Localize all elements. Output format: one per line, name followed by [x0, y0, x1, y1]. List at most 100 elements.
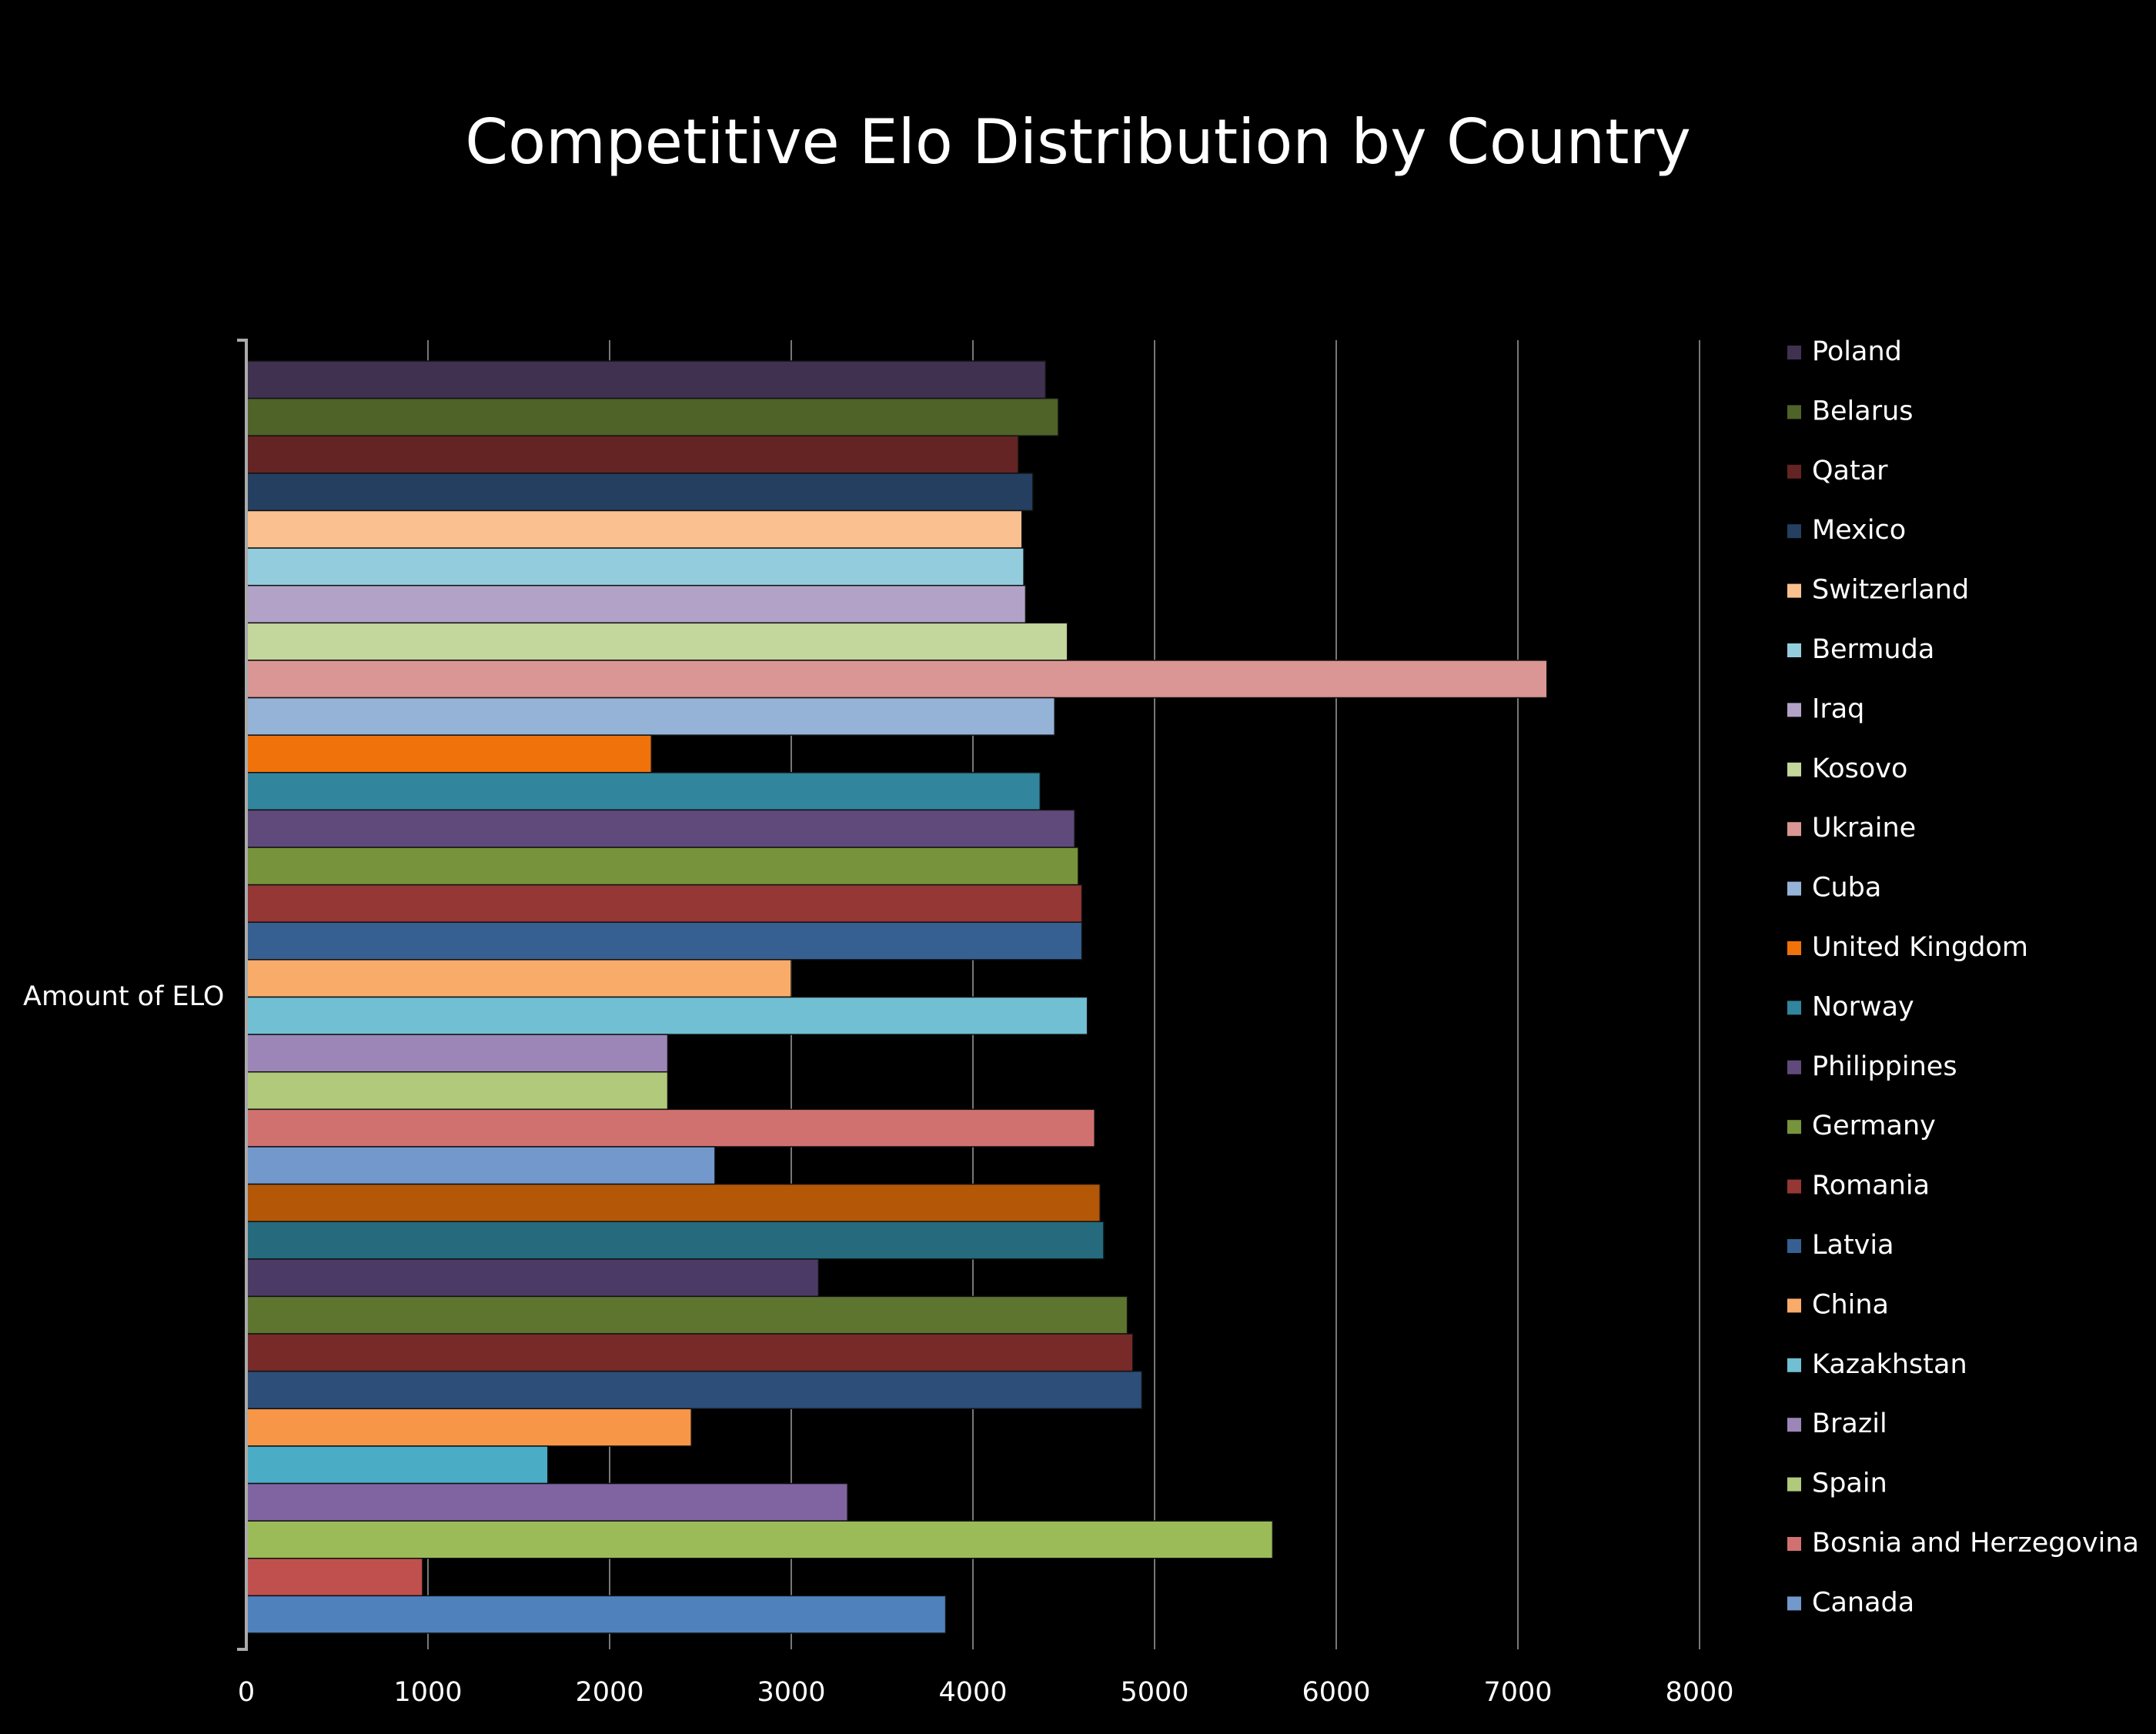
chart-title: Competitive Elo Distribution by Country — [465, 106, 1691, 178]
bar — [246, 697, 1055, 736]
bar — [246, 622, 1068, 661]
x-tick-label: 2000 — [575, 1677, 643, 1708]
legend-item: Brazil — [1787, 1408, 1887, 1439]
legend-swatch — [1787, 405, 1801, 419]
legend-item: Qatar — [1787, 456, 1888, 486]
bar — [246, 397, 1059, 436]
x-tick-label: 0 — [238, 1677, 255, 1708]
x-tick-label: 3000 — [757, 1677, 825, 1708]
legend-swatch — [1787, 346, 1801, 359]
bar — [246, 734, 653, 773]
legend-label: Norway — [1812, 991, 1914, 1022]
bar — [246, 1146, 716, 1185]
legend-swatch — [1787, 1120, 1801, 1134]
bar — [246, 921, 1083, 961]
bar — [246, 1595, 947, 1634]
legend-label: Romania — [1812, 1171, 1930, 1201]
legend-item: Bermuda — [1787, 634, 1934, 665]
x-tick-label: 6000 — [1302, 1677, 1370, 1708]
bar — [246, 473, 1034, 512]
legend-swatch — [1787, 762, 1801, 777]
bar — [246, 1482, 848, 1522]
legend-label: Mexico — [1812, 515, 1906, 546]
legend-label: Philippines — [1812, 1051, 1957, 1082]
legend-item: Iraq — [1787, 693, 1864, 724]
bar — [246, 1258, 820, 1298]
legend-swatch — [1787, 524, 1801, 539]
legend-item: Ukraine — [1787, 813, 1916, 844]
legend-item: Belarus — [1787, 396, 1914, 426]
bar — [246, 996, 1088, 1035]
legend-label: Belarus — [1812, 396, 1914, 426]
x-tick-label: 7000 — [1483, 1677, 1552, 1708]
y-axis-label: Amount of ELO — [23, 981, 224, 1012]
x-tick-labels: 0 1000 2000 3000 4000 5000 6000 7000 8000 — [238, 1677, 1734, 1708]
bar — [246, 1333, 1134, 1372]
legend-label: Cuba — [1812, 873, 1881, 904]
x-tick-label: 5000 — [1120, 1677, 1188, 1708]
legend-swatch — [1787, 583, 1801, 598]
legend-swatch — [1787, 1239, 1801, 1253]
bar — [246, 1408, 692, 1447]
legend-swatch — [1787, 1358, 1801, 1372]
bar — [246, 772, 1041, 811]
legend-item: Kosovo — [1787, 753, 1907, 784]
legend-swatch — [1787, 1418, 1801, 1432]
legend-label: Iraq — [1812, 693, 1864, 724]
bar — [246, 1108, 1095, 1148]
legend-item: Kazakhstan — [1787, 1349, 1967, 1380]
legend-item: China — [1787, 1289, 1889, 1320]
bar — [246, 360, 1047, 399]
legend-label: Ukraine — [1812, 813, 1916, 844]
bar — [246, 1183, 1101, 1222]
category-axis-line — [237, 339, 248, 1651]
legend-swatch — [1787, 822, 1801, 837]
legend-item: United Kingdom — [1787, 932, 2028, 963]
legend-swatch — [1787, 941, 1801, 955]
legend-item: Philippines — [1787, 1051, 1957, 1082]
legend-label: Kazakhstan — [1812, 1349, 1967, 1380]
bar — [246, 584, 1027, 624]
legend: Poland Belarus Qatar Mexico Switzerland Bermu… — [1787, 336, 2139, 1618]
legend-swatch — [1787, 1537, 1801, 1551]
legend-swatch — [1787, 1001, 1801, 1015]
legend-item: Canada — [1787, 1587, 1914, 1618]
bar — [246, 1295, 1128, 1335]
legend-label: Spain — [1812, 1468, 1887, 1499]
bar — [246, 884, 1083, 924]
legend-item: Germany — [1787, 1111, 1936, 1141]
bars — [246, 360, 1548, 1634]
legend-swatch — [1787, 643, 1801, 657]
legend-swatch — [1787, 703, 1801, 717]
legend-label: Switzerland — [1812, 575, 1969, 606]
legend-swatch — [1787, 1477, 1801, 1492]
legend-item: Bosnia and Herzegovina — [1787, 1528, 2139, 1559]
bar — [246, 1071, 669, 1111]
legend-label: Germany — [1812, 1111, 1936, 1141]
bar — [246, 510, 1023, 549]
legend-swatch — [1787, 1179, 1801, 1194]
bar — [246, 1520, 1274, 1559]
bar — [246, 1445, 549, 1485]
legend-item: Poland — [1787, 336, 1902, 367]
legend-label: Kosovo — [1812, 753, 1907, 784]
x-tick-label: 8000 — [1665, 1677, 1733, 1708]
legend-label: Bermuda — [1812, 634, 1934, 665]
legend-label: United Kingdom — [1812, 932, 2028, 963]
bar — [246, 1034, 669, 1073]
legend-label: Qatar — [1812, 456, 1888, 486]
x-tick-label: 4000 — [938, 1677, 1007, 1708]
bar — [246, 1370, 1143, 1410]
legend-item: Romania — [1787, 1171, 1930, 1201]
bar — [246, 660, 1548, 699]
legend-item: Switzerland — [1787, 575, 1969, 606]
legend-item: Latvia — [1787, 1230, 1894, 1261]
legend-swatch — [1787, 464, 1801, 479]
legend-item: Cuba — [1787, 873, 1881, 904]
legend-label: Bosnia and Herzegovina — [1812, 1528, 2139, 1559]
bar — [246, 1558, 423, 1597]
bar — [246, 809, 1075, 848]
bar — [246, 959, 792, 998]
legend-swatch — [1787, 1060, 1801, 1074]
